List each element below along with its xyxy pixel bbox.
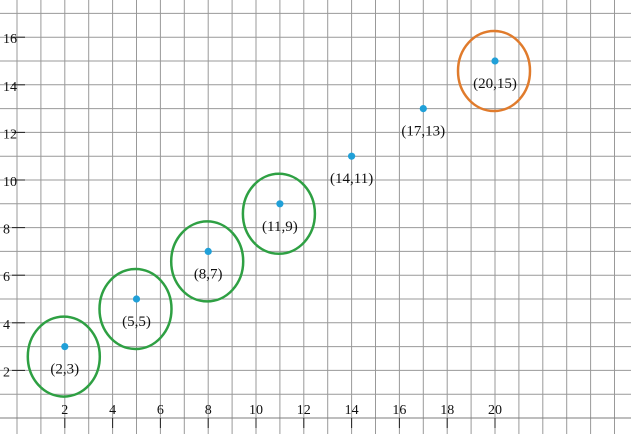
- data-point: [204, 247, 212, 255]
- data-point: [132, 295, 141, 303]
- point-label: (14,11): [330, 171, 373, 187]
- x-tick-label: 14: [345, 403, 359, 418]
- data-point: [61, 343, 69, 351]
- point-label: (20,15): [473, 76, 517, 92]
- point-label: (11,9): [262, 219, 298, 235]
- point-label: (8,7): [194, 266, 223, 282]
- y-tick-label: 16: [3, 32, 17, 47]
- point-label: (17,13): [401, 124, 445, 140]
- data-point: [348, 152, 356, 160]
- x-tick-label: 18: [440, 403, 454, 418]
- point-label: (2,3): [50, 362, 79, 378]
- y-tick-label: 6: [3, 270, 10, 285]
- green-highlight-circle: [241, 172, 317, 256]
- y-tick-label: 4: [3, 318, 10, 333]
- point-label: (5,5): [122, 314, 151, 330]
- y-tick-label: 8: [3, 223, 10, 238]
- x-tick-label: 4: [109, 403, 116, 418]
- green-highlight-circle: [26, 315, 102, 398]
- x-tick-label: 12: [297, 403, 311, 418]
- orange-highlight-circle: [456, 29, 532, 113]
- green-highlight-circle: [169, 220, 245, 303]
- x-tick-label: 16: [392, 403, 406, 418]
- y-tick-label: 2: [3, 365, 10, 380]
- y-tick-label: 12: [3, 127, 17, 142]
- x-tick-label: 6: [157, 403, 164, 418]
- data-point: [491, 57, 499, 65]
- y-tick-label: 10: [3, 175, 17, 190]
- x-tick-label: 2: [61, 403, 68, 418]
- y-tick-label: 14: [3, 80, 17, 95]
- x-tick-label: 8: [205, 403, 212, 418]
- data-point: [419, 105, 427, 113]
- x-tick-label: 20: [488, 403, 502, 418]
- data-point: [276, 200, 284, 208]
- green-highlight-circle: [98, 267, 173, 351]
- x-tick-label: 10: [249, 403, 263, 418]
